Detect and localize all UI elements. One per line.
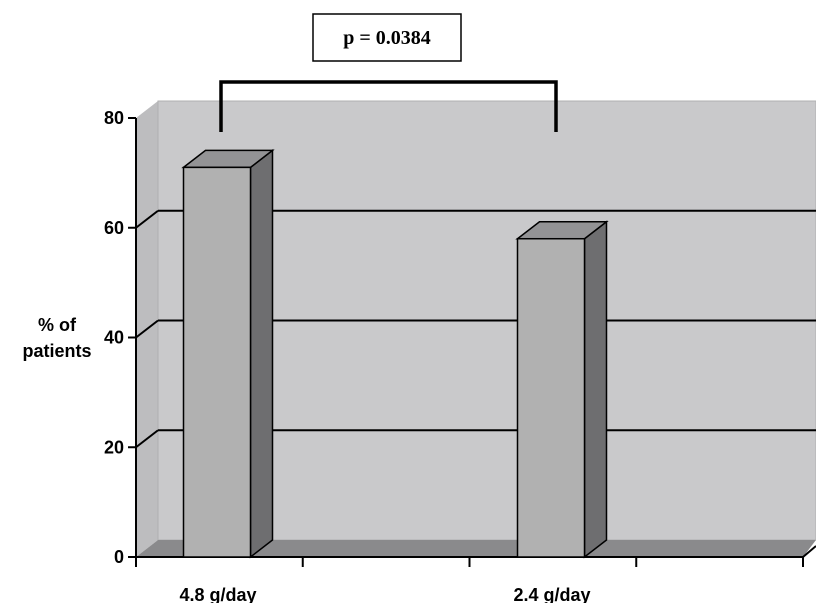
bar-4-8-g-day	[181, 148, 275, 559]
pvalue-label: p = 0.0384	[343, 27, 431, 49]
y-tick-label: 80	[104, 108, 124, 128]
significance-bracket	[219, 80, 558, 132]
x-tick-label: 4.8 g/day	[179, 585, 256, 603]
gridline-diagonal	[135, 429, 159, 449]
pvalue-box	[312, 13, 462, 62]
bar-front-face	[516, 237, 586, 558]
bar-side-face	[249, 148, 274, 559]
bar-side-face	[583, 220, 608, 559]
y-tick-label: 0	[114, 547, 124, 567]
bar-2-4-g-day	[515, 220, 609, 559]
bar-front-face	[182, 166, 252, 558]
y-axis-ticks: 0 20 40 60 80	[104, 108, 136, 567]
bars	[181, 148, 609, 559]
floor-right-edge	[802, 545, 816, 558]
y-axis-label-line1: % of	[38, 315, 77, 335]
y-tick-label: 20	[104, 437, 124, 457]
y-tick-label: 40	[104, 328, 124, 348]
x-axis-ticks: 4.8 g/day 2.4 g/day	[135, 557, 804, 603]
gridline-diagonal	[135, 319, 159, 339]
floor	[136, 540, 816, 557]
y-tick-label: 60	[104, 218, 124, 238]
gridline-diagonal	[135, 209, 159, 229]
y-axis-label-line2: patients	[22, 341, 91, 361]
x-tick-label: 2.4 g/day	[513, 585, 590, 603]
